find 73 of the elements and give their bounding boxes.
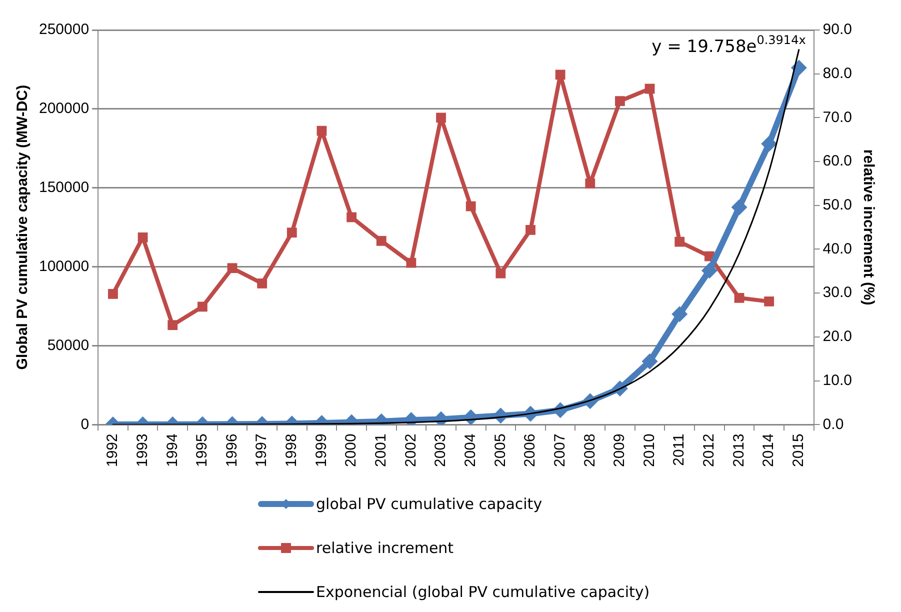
y2-tick-label: 80.0 (822, 64, 852, 82)
point (672, 306, 688, 322)
point (316, 126, 327, 136)
point (761, 136, 778, 152)
y2-tick-label: 70.0 (822, 108, 852, 126)
point (286, 228, 297, 238)
x-tick-label: 1998 (283, 434, 300, 468)
x-tick-label: 2012 (700, 434, 718, 468)
point (644, 84, 655, 94)
x-tick-label: 2009 (611, 434, 628, 468)
point (555, 70, 566, 80)
point (674, 236, 685, 247)
y2-tick-label: 60.0 (822, 152, 852, 170)
x-tick-label: 1997 (253, 434, 270, 468)
x-tick-label: 2010 (640, 434, 658, 468)
y-tick-label: 200000 (38, 100, 90, 118)
x-tick-label: 2015 (790, 434, 808, 468)
x-tick-label: 2001 (372, 434, 390, 468)
y2-tick-label: 30.0 (822, 284, 852, 302)
x-tick-label: 1996 (223, 434, 240, 468)
y-tick-label: 50000 (47, 336, 90, 354)
point (466, 201, 476, 212)
x-tick-label: 1992 (104, 434, 122, 468)
point (257, 278, 268, 288)
point (406, 258, 416, 268)
y2-tick-label: 0.0 (822, 416, 844, 433)
point (615, 96, 625, 106)
y-tick-label: 100000 (38, 258, 90, 275)
point (790, 60, 807, 76)
x-tick-label: 2008 (581, 434, 598, 468)
y2-tick-label: 40.0 (822, 240, 852, 258)
legend-label: relative increment (316, 539, 454, 557)
point (526, 224, 536, 235)
x-tick-label: 1993 (134, 434, 151, 468)
point (585, 178, 596, 188)
x-tick-label: 2002 (402, 434, 420, 468)
x-tick-label: 2000 (342, 434, 360, 468)
point (642, 353, 658, 370)
x-tick-label: 2005 (492, 434, 509, 468)
point (108, 289, 118, 299)
x-tick-label: 2003 (432, 434, 450, 468)
x-tick-label: 2007 (551, 434, 568, 468)
y2-axis-title: relative increment (%) (860, 149, 877, 306)
y-axis-title: Global PV cumulative capacity (MW-DC) (14, 84, 32, 370)
x-tick-label: 1994 (164, 434, 181, 468)
point (436, 112, 446, 123)
y-tick-label: 250000 (38, 21, 90, 38)
legend-label: Exponencial (global PV cumulative capacity) (316, 583, 650, 601)
legend-label: global PV cumulative capacity (316, 495, 542, 513)
y2-tick-label: 20.0 (822, 328, 852, 346)
point (701, 262, 718, 279)
point (197, 302, 208, 312)
point (138, 232, 148, 242)
x-tick-label: 2006 (522, 434, 539, 468)
x-tick-label: 2014 (760, 434, 778, 468)
x-tick-label: 1995 (194, 434, 211, 468)
point (731, 199, 748, 216)
point (376, 236, 386, 246)
x-tick-label: 2011 (670, 434, 688, 466)
y2-tick-label: 90.0 (822, 21, 852, 38)
point (227, 263, 238, 274)
y-tick-label: 150000 (38, 178, 90, 196)
point (734, 292, 744, 303)
y2-tick-label: 10.0 (822, 372, 852, 389)
y-tick-label: 0 (80, 416, 90, 433)
point (168, 320, 178, 330)
x-tick-label: 2013 (730, 434, 748, 468)
x-tick-label: 2004 (462, 434, 479, 468)
y2-tick-label: 50.0 (822, 196, 852, 214)
point (346, 212, 356, 222)
point (496, 268, 506, 278)
point (764, 296, 774, 306)
x-tick-label: 1999 (312, 434, 330, 468)
